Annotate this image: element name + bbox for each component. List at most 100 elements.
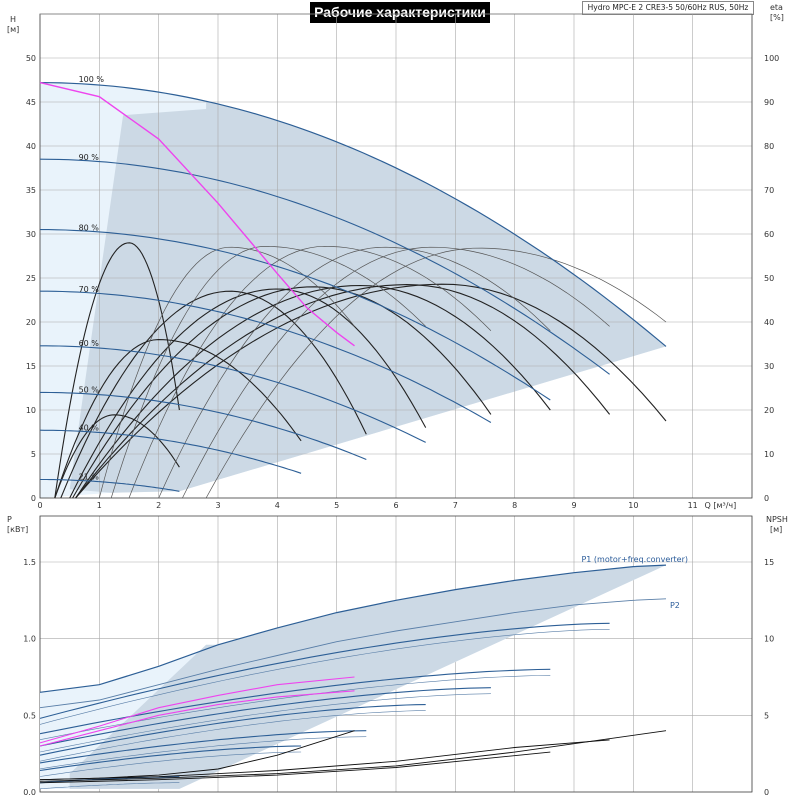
q-xtick-label: 3 — [215, 501, 220, 510]
efficiency-curve — [158, 246, 551, 499]
head-ytick-label: 50 — [26, 54, 36, 63]
power-speed-curve — [39, 687, 491, 747]
eta-ytick-label: 80 — [764, 142, 774, 151]
npsh-ytick-label: 5 — [764, 711, 769, 720]
eta-axis-unit: [%] — [770, 13, 784, 22]
eta-ytick-label: 20 — [764, 406, 774, 415]
power-axis-name: P — [7, 515, 12, 524]
q-xtick-label: 2 — [156, 501, 161, 510]
efficiency-curve — [69, 288, 427, 499]
power-speed-curve-p2 — [39, 629, 610, 725]
npsh-ytick-label: 0 — [764, 788, 769, 797]
eta-ytick-label: 60 — [764, 230, 774, 239]
power-speed-curve-p2 — [39, 751, 302, 777]
head-ytick-label: 45 — [26, 98, 36, 107]
q-xtick-label: 4 — [275, 501, 280, 510]
power-speed-curve-p2 — [39, 693, 491, 753]
qh-curve — [40, 478, 180, 492]
power-series-label: P2 — [670, 601, 680, 610]
eta-ytick-label: 30 — [764, 362, 774, 371]
efficiency-curve — [98, 246, 355, 499]
efficiency-curve — [75, 284, 551, 499]
power-ytick-label: 0.5 — [23, 711, 36, 720]
npsh-ytick-label: 15 — [764, 558, 774, 567]
npsh-curve — [39, 730, 667, 782]
efficiency-curve — [60, 290, 367, 499]
power-ytick-label: 1.5 — [23, 558, 36, 567]
p2-curve — [39, 598, 667, 709]
npsh-curve — [39, 751, 551, 784]
speed-label: 50 % — [79, 386, 100, 395]
npsh-ytick-label: 10 — [764, 635, 774, 644]
chart-subtitle: Hydro MPC-E 2 CRE3-5 50/60Hz RUS, 50Hz — [582, 1, 754, 15]
q-xtick-label: 9 — [571, 501, 576, 510]
power-envelope-dark — [69, 565, 666, 789]
q-xtick-label: 8 — [512, 501, 517, 510]
efficiency-curve — [128, 245, 492, 499]
qh-curve — [40, 229, 551, 401]
power-series-label: P1 (motor+freq.converter) — [581, 555, 688, 564]
x-axis-label: Q [м³/ч] — [705, 501, 737, 510]
q-xtick-label: 1 — [97, 501, 102, 510]
power-speed-curve-p2 — [39, 782, 180, 790]
eta-ytick-label: 70 — [764, 186, 774, 195]
speed-label: 70 % — [79, 285, 100, 294]
p1-curve — [39, 564, 667, 693]
q-xtick-label: 6 — [393, 501, 398, 510]
head-ytick-label: 20 — [26, 318, 36, 327]
system-power-curve — [39, 676, 355, 744]
q-xtick-label: 10 — [628, 501, 638, 510]
head-axis-name: H — [10, 15, 16, 24]
qh-curve — [39, 82, 667, 347]
power-speed-curve — [39, 622, 610, 719]
eta-ytick-label: 0 — [764, 494, 769, 503]
speed-label: 80 % — [79, 224, 100, 233]
head-ytick-label: 15 — [26, 362, 36, 371]
q-xtick-label: 11 — [688, 501, 698, 510]
npsh-axis-unit: [м] — [770, 525, 782, 534]
head-axis-unit: [м] — [7, 25, 19, 34]
head-ytick-label: 35 — [26, 186, 36, 195]
head-ytick-label: 40 — [26, 142, 36, 151]
q-xtick-label: 5 — [334, 501, 339, 510]
power-axis-unit: [кВт] — [7, 525, 28, 534]
head-ytick-label: 25 — [26, 274, 36, 283]
power-speed-curve — [39, 730, 367, 764]
head-ytick-label: 10 — [26, 406, 36, 415]
qh-curve — [39, 158, 610, 375]
speed-label: 90 % — [79, 153, 100, 162]
q-xtick-label: 7 — [453, 501, 458, 510]
eta-ytick-label: 50 — [764, 274, 774, 283]
head-ytick-label: 0 — [31, 494, 36, 503]
speed-label: 40 % — [79, 423, 100, 432]
eta-ytick-label: 90 — [764, 98, 774, 107]
efficiency-curve — [75, 283, 667, 499]
power-speed-curve — [39, 745, 302, 772]
speed-label: 21 % — [79, 473, 100, 482]
q-xtick-label: 0 — [37, 501, 42, 510]
eta-ytick-label: 10 — [764, 450, 774, 459]
npsh-curve — [39, 739, 610, 781]
power-frame — [39, 515, 753, 793]
eta-ytick-label: 100 — [764, 54, 779, 63]
head-ytick-label: 5 — [31, 450, 36, 459]
efficiency-curve — [54, 339, 302, 499]
eta-axis-name: eta — [770, 3, 783, 12]
efficiency-curve — [205, 247, 667, 499]
qh-curve — [40, 290, 492, 423]
efficiency-curve — [72, 286, 492, 499]
system-power-curve — [39, 690, 355, 747]
qh-curve — [40, 345, 426, 443]
power-speed-curve-p2 — [39, 710, 426, 762]
chart-title: Рабочие характеристики — [310, 2, 490, 23]
qh-curve — [39, 429, 302, 474]
npsh-axis-name: NPSH — [766, 515, 788, 524]
power-speed-curve-p2 — [39, 736, 367, 770]
speed-label: 100 % — [79, 75, 105, 84]
power-speed-curve — [39, 704, 426, 756]
qh-curve — [40, 391, 367, 461]
power-speed-curve — [39, 668, 551, 735]
speed-label: 60 % — [79, 339, 100, 348]
efficiency-curve — [75, 284, 611, 499]
